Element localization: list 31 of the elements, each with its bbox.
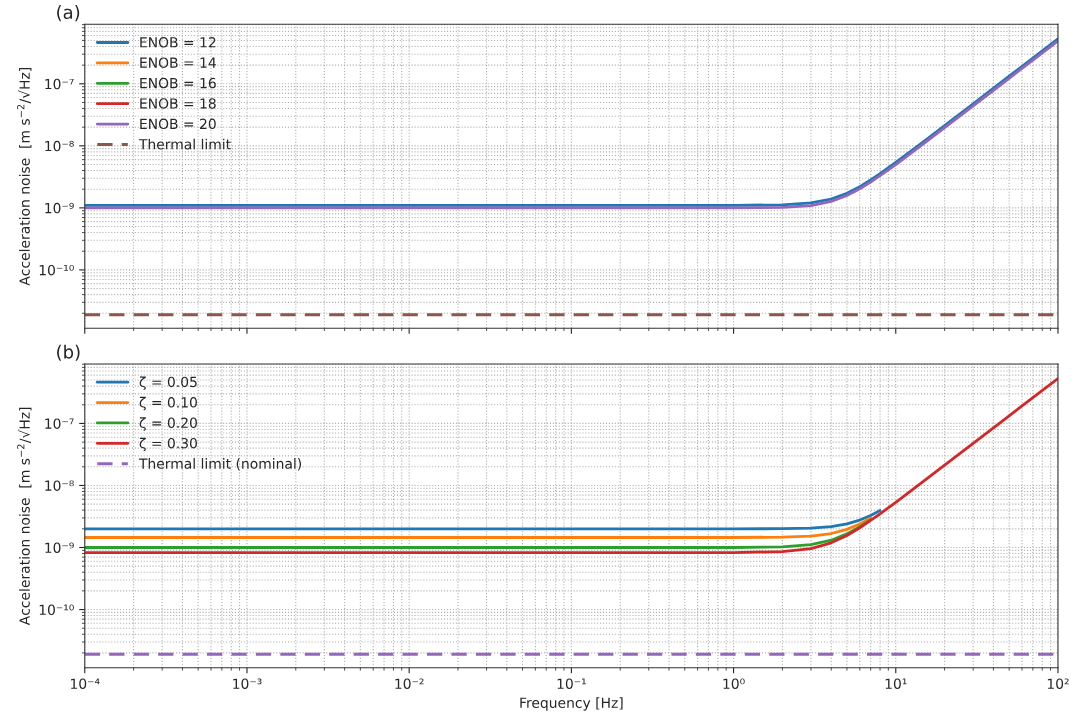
- legend-label: ζ = 0.05: [139, 376, 197, 390]
- legend-label: ENOB = 12: [140, 37, 216, 48]
- legend-label: ζ = 0.30: [139, 437, 197, 452]
- x-tick-label: 10⁻³: [233, 678, 262, 689]
- y-tick-label: 10⁻⁹: [45, 542, 74, 553]
- y-tick-label: 10⁻⁹: [45, 202, 74, 214]
- y-axis-title: Acceleration noise [m s$^{−2}$/√Hz]: [17, 68, 32, 286]
- y-tick-label: 10⁻⁷: [45, 78, 74, 90]
- legend-label: ENOB = 18: [140, 98, 216, 109]
- x-tick-label: 10⁰: [723, 678, 745, 689]
- x-tick-label: 10⁻²: [395, 678, 424, 689]
- x-tick-label: 10²: [1047, 678, 1069, 689]
- x-tick-label: 10¹: [885, 678, 907, 689]
- y-tick-label: 10⁻¹⁰: [39, 604, 74, 616]
- legend-label: ENOB = 20: [140, 118, 216, 130]
- y-tick-label: 10⁻⁸: [45, 480, 74, 491]
- x-tick-label: 10⁻⁴: [71, 678, 100, 689]
- legend-label: ENOB = 16: [140, 77, 216, 89]
- y-axis-title: Acceleration noise [m s$^{−2}$/√Hz]: [17, 407, 32, 626]
- legend-label: ζ = 0.20: [139, 417, 197, 431]
- legend-label: Thermal limit: [138, 138, 231, 150]
- legend-label: ENOB = 14: [140, 57, 216, 68]
- y-tick-label: 10⁻⁷: [45, 418, 74, 429]
- x-axis-title: Frequency [Hz]: [520, 697, 623, 711]
- y-tick-label: 10⁻⁸: [45, 140, 74, 152]
- chart-title: (a): [57, 5, 80, 22]
- legend-label: Thermal limit (nominal): [138, 458, 302, 471]
- y-tick-label: 10⁻¹⁰: [39, 264, 74, 276]
- legend-label: ζ = 0.10: [139, 396, 197, 411]
- chart-title: (b): [57, 344, 80, 361]
- x-tick-label: 10⁻¹: [557, 678, 586, 689]
